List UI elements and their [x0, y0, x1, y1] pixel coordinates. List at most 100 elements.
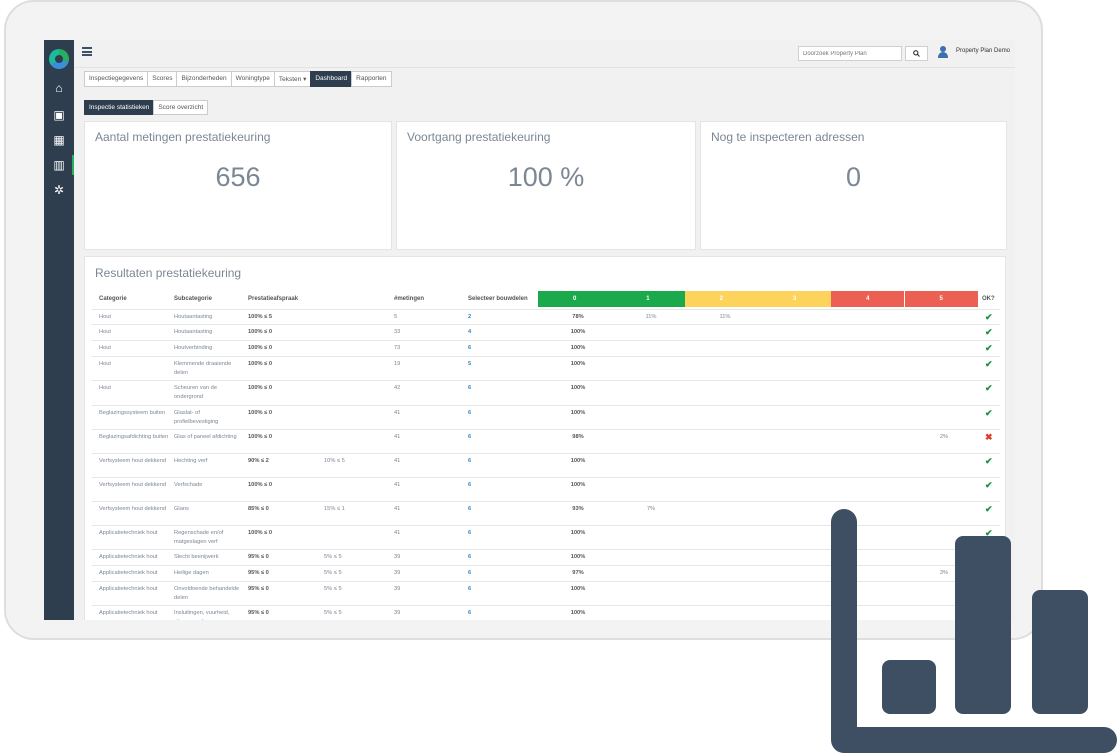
cell-cat: Hout — [99, 345, 112, 351]
cell-bouwdelen[interactable]: 6 — [468, 554, 472, 560]
cell-bouwdelen[interactable]: 6 — [468, 345, 472, 351]
menu-icon[interactable] — [82, 47, 92, 56]
cell-bouwdelen[interactable]: 5 — [468, 361, 472, 367]
check-icon: ✔ — [985, 327, 993, 337]
stat-card-voortgang: Voortgang prestatiekeuring 100 % — [396, 121, 696, 250]
cell-s0: 100% — [570, 482, 586, 488]
score-header-1[interactable]: 1 — [611, 291, 685, 307]
cell-bouwdelen[interactable]: 6 — [468, 530, 472, 536]
user-name[interactable]: Property Plan Demo — [956, 48, 1011, 54]
cell-metingen: 41 — [394, 482, 401, 488]
tab-bijzonderheden[interactable]: Bijzonderheden — [176, 71, 232, 87]
bar-chart-icon — [831, 509, 1117, 753]
tab-teksten[interactable]: Teksten ▾ — [273, 71, 312, 87]
cell-s1: 7% — [646, 506, 656, 512]
tab-inspectiegegevens[interactable]: Inspectiegegevens — [84, 71, 149, 87]
tab-woningtype[interactable]: Woningtype — [230, 71, 275, 87]
cell-metingen: 41 — [394, 506, 401, 512]
cell-bouwdelen[interactable]: 6 — [468, 506, 472, 512]
cell-cat: Verfsysteem hout dekkend — [99, 458, 167, 464]
cell-cat: Applicatietechniek hout — [99, 554, 158, 560]
tab-dashboard[interactable]: Dashboard — [310, 71, 353, 87]
tab-scores[interactable]: Scores — [147, 71, 178, 87]
table-row: Beglazingssysteem buiten Glaslat- of prof… — [92, 405, 1000, 425]
cell-sub: Glas of paneel afdichting — [174, 434, 237, 440]
cell-p1: 100% ≤ 0 — [248, 345, 272, 351]
stat-value: 100 % — [507, 162, 585, 192]
cell-p2: 15% ≤ 1 — [324, 506, 345, 512]
results-title: Resultaten prestatiekeuring — [95, 266, 242, 280]
cell-s0: 100% — [570, 554, 586, 560]
score-header-4[interactable]: 4 — [831, 291, 905, 307]
cell-sub: Glaslat- of profielbevestiging — [174, 410, 219, 425]
chart-icon-bar-tall — [955, 536, 1011, 714]
cell-bouwdelen[interactable]: 6 — [468, 586, 472, 592]
col-header-subcategorie: Subcategorie — [174, 296, 213, 302]
cell-s0: 100% — [570, 458, 586, 464]
score-header-5[interactable]: 5 — [904, 291, 978, 307]
cell-bouwdelen[interactable]: 6 — [468, 385, 472, 391]
home-icon[interactable]: ⌂ — [55, 81, 63, 95]
stat-card-adressen: Nog te inspecteren adressen 0 — [700, 121, 1007, 250]
subtab-inspectie-statistieken[interactable]: Inspectie statistieken — [84, 100, 155, 115]
search-input[interactable] — [798, 46, 902, 61]
bar-chart-icon[interactable]: ▥ — [53, 158, 65, 172]
col-header-categorie: Categorie — [99, 296, 127, 302]
top-bar: Property Plan Demo — [74, 40, 1015, 68]
cell-sub: Scheuren van de ondergrond — [174, 385, 218, 400]
check-icon: ✔ — [985, 312, 993, 322]
subtab-score-overzicht[interactable]: Score overzicht — [153, 100, 209, 115]
cell-cat: Hout — [99, 314, 112, 320]
cell-s5: 3% — [939, 570, 949, 576]
user-icon[interactable] — [938, 46, 948, 59]
id-card-icon[interactable]: ▣ — [53, 108, 65, 122]
cell-bouwdelen[interactable]: 6 — [468, 458, 472, 464]
cell-s1: 11% — [645, 314, 657, 320]
stat-value: 0 — [845, 162, 862, 192]
cell-p1: 100% ≤ 0 — [248, 482, 272, 488]
table-row: Hout Klemmende draaiende delen 100% ≤ 0 19 5… — [92, 356, 1000, 376]
cell-s0: 100% — [570, 610, 586, 616]
cell-bouwdelen[interactable]: 6 — [468, 410, 472, 416]
cell-p1: 95% ≤ 0 — [248, 586, 269, 592]
cell-sub: Onvoldoende behandelde delen — [174, 586, 240, 601]
cell-p1: 100% ≤ 0 — [248, 530, 272, 536]
cell-bouwdelen[interactable]: 2 — [468, 314, 472, 320]
device-frame: ⌂ ▣ ▦ ▥ ✲ Property Plan Demo Inspectiegegeve… — [4, 0, 1043, 640]
cell-s0: 100% — [570, 586, 586, 592]
cell-p1: 100% ≤ 0 — [248, 329, 272, 335]
cell-sub: Insluitingen, vuurheid, stippen, e.d. — [174, 610, 230, 620]
stat-title: Nog te inspecteren adressen — [711, 130, 865, 144]
score-header-0[interactable]: 0 — [538, 291, 612, 307]
cell-bouwdelen[interactable]: 4 — [468, 329, 472, 335]
sub-tabs: Inspectie statistieken Score overzicht — [84, 100, 209, 115]
check-icon: ✔ — [985, 456, 993, 466]
cell-bouwdelen[interactable]: 6 — [468, 610, 472, 616]
cell-metingen: 42 — [394, 385, 401, 391]
cell-s0: 100% — [570, 345, 586, 351]
cell-bouwdelen[interactable]: 6 — [468, 482, 472, 488]
search-button[interactable] — [905, 46, 928, 61]
cell-s2: 11% — [719, 314, 731, 320]
cell-p2: 5% ≤ 5 — [324, 554, 342, 560]
score-header-3[interactable]: 3 — [757, 291, 832, 307]
cell-metingen: 33 — [394, 329, 401, 335]
cell-p2: 10% ≤ 5 — [324, 458, 345, 464]
cell-p2: 5% ≤ 5 — [324, 610, 342, 616]
cell-p1: 100% ≤ 0 — [248, 361, 272, 367]
cell-cat: Verfsysteem hout dekkend — [99, 482, 167, 488]
table-row: Applicatietechniek hout Onvoldoende behan… — [92, 581, 1000, 601]
search-icon — [913, 50, 920, 57]
cell-s0: 100% — [570, 410, 586, 416]
cell-bouwdelen[interactable]: 6 — [468, 434, 472, 440]
score-header-2[interactable]: 2 — [684, 291, 758, 307]
cell-metingen: 5 — [394, 314, 398, 320]
logo[interactable] — [49, 49, 69, 69]
cell-p1: 85% ≤ 0 — [248, 506, 269, 512]
cell-bouwdelen[interactable]: 6 — [468, 570, 472, 576]
tab-rapporten[interactable]: Rapporten — [351, 71, 392, 87]
cell-sub: Glans — [174, 506, 189, 512]
gear-icon[interactable]: ✲ — [53, 183, 65, 197]
col-header-metingen: #metingen — [394, 296, 425, 302]
store-icon[interactable]: ▦ — [53, 133, 65, 147]
